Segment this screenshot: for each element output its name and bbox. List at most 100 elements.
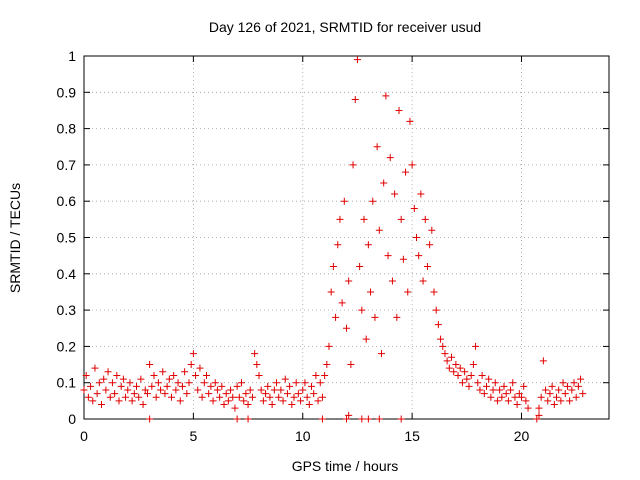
data-point: [544, 397, 552, 405]
data-point: [496, 386, 504, 394]
data-point: [559, 379, 567, 387]
data-point: [137, 375, 145, 383]
data-point: [93, 390, 101, 398]
data-point: [130, 390, 138, 398]
data-point: [281, 375, 289, 383]
data-point: [244, 415, 252, 423]
data-point: [574, 382, 582, 390]
data-point: [308, 382, 315, 390]
data-point: [336, 215, 344, 223]
data-point: [106, 393, 114, 401]
data-point: [456, 364, 464, 372]
data-point: [353, 56, 361, 64]
data-point: [108, 379, 116, 387]
data-point: [172, 386, 180, 394]
data-point: [80, 386, 88, 394]
data-point: [301, 379, 309, 387]
x-axis-label: GPS time / hours: [292, 458, 399, 474]
data-point: [570, 379, 578, 387]
data-point: [402, 168, 410, 176]
data-point: [283, 390, 291, 398]
points-layer: [80, 56, 587, 423]
data-point: [520, 382, 528, 390]
data-point: [415, 252, 423, 260]
data-point: [504, 397, 512, 405]
data-point: [290, 393, 298, 401]
data-point: [428, 226, 436, 234]
data-point: [347, 361, 355, 369]
data-point: [165, 375, 173, 383]
data-point: [367, 288, 375, 296]
data-point: [198, 393, 206, 401]
data-point: [465, 382, 473, 390]
data-point: [133, 382, 140, 390]
data-point: [323, 361, 331, 369]
data-point: [507, 386, 515, 394]
data-point: [351, 96, 359, 104]
data-point: [378, 350, 385, 358]
data-point: [310, 390, 318, 398]
data-point: [577, 375, 585, 383]
data-point: [242, 390, 250, 398]
data-point: [458, 379, 466, 387]
data-point: [369, 197, 377, 205]
data-point: [349, 161, 357, 169]
data-point: [454, 371, 462, 379]
data-point: [364, 415, 372, 423]
data-point: [203, 371, 210, 379]
data-point: [478, 371, 486, 379]
data-point: [128, 397, 136, 405]
data-point: [491, 379, 499, 387]
data-point: [426, 241, 434, 249]
data-point: [358, 306, 366, 314]
data-point: [229, 393, 237, 401]
data-point: [502, 390, 510, 398]
data-point: [220, 400, 228, 408]
data-point: [213, 386, 221, 394]
data-point: [332, 313, 340, 321]
data-point: [262, 390, 270, 398]
data-point: [124, 386, 132, 394]
data-point: [87, 382, 95, 390]
data-point: [115, 397, 123, 405]
data-point: [373, 143, 381, 151]
y-tick-label: 0.9: [57, 84, 77, 100]
data-point: [111, 390, 119, 398]
data-point: [211, 379, 219, 387]
data-point: [360, 215, 368, 223]
data-point: [345, 277, 353, 285]
data-point: [82, 371, 90, 379]
data-point: [95, 379, 103, 387]
data-point: [294, 390, 302, 398]
data-point: [432, 306, 440, 314]
data-point: [391, 190, 399, 198]
data-point: [119, 375, 127, 383]
data-point: [157, 386, 165, 394]
data-point: [439, 342, 447, 350]
x-tick-label: 10: [295, 428, 311, 444]
data-point: [183, 390, 191, 398]
data-point: [500, 382, 508, 390]
data-point: [443, 357, 451, 365]
data-point: [266, 393, 274, 401]
data-point: [469, 361, 477, 369]
y-tick-label: 0.2: [57, 338, 77, 354]
data-point: [375, 226, 383, 234]
data-point: [305, 400, 313, 408]
data-point: [275, 393, 283, 401]
data-point: [489, 386, 497, 394]
data-point: [200, 379, 208, 387]
data-point: [235, 393, 243, 401]
data-point: [493, 397, 501, 405]
data-point: [146, 361, 154, 369]
data-point: [122, 393, 130, 401]
data-point: [524, 404, 532, 412]
data-point: [345, 411, 353, 419]
data-point: [89, 397, 97, 405]
data-point: [371, 313, 379, 321]
data-point: [207, 382, 215, 390]
data-point: [185, 379, 193, 387]
data-point: [233, 415, 241, 423]
data-point: [273, 379, 280, 387]
